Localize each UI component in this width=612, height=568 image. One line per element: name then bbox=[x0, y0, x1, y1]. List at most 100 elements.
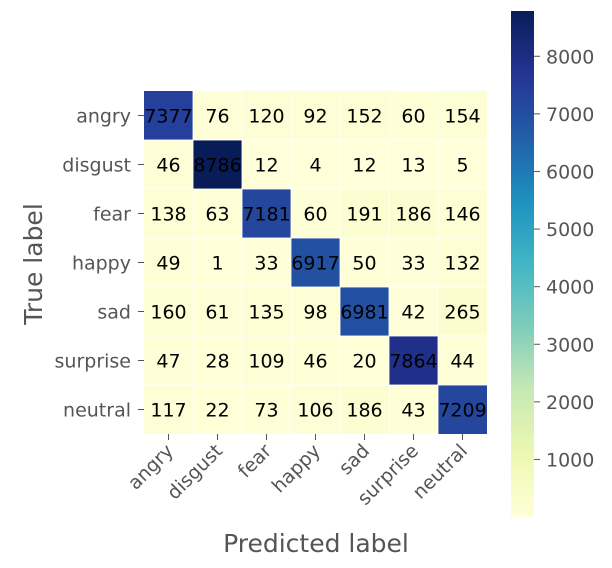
cell-value-label: 7209 bbox=[438, 400, 486, 422]
cell-value-label: 46 bbox=[303, 351, 327, 373]
colorbar-tick-label: 3000 bbox=[546, 334, 594, 356]
colorbar-tick-label: 6000 bbox=[546, 161, 594, 183]
y-tick-label: happy bbox=[72, 253, 131, 275]
matrix-cell bbox=[193, 336, 242, 385]
matrix-cell bbox=[389, 238, 438, 287]
y-tick-label: neutral bbox=[63, 400, 131, 422]
cell-value-label: 73 bbox=[254, 400, 278, 422]
matrix-cell bbox=[144, 140, 193, 189]
cell-value-label: 60 bbox=[401, 106, 425, 128]
y-tick-label: angry bbox=[76, 106, 131, 128]
matrix-grid bbox=[144, 91, 487, 434]
cell-value-label: 117 bbox=[150, 400, 186, 422]
cell-value-label: 191 bbox=[346, 204, 382, 226]
cell-value-label: 13 bbox=[401, 155, 425, 177]
cell-value-label: 46 bbox=[156, 155, 180, 177]
cell-value-label: 33 bbox=[254, 253, 278, 275]
matrix-cell bbox=[438, 385, 487, 434]
matrix-cell bbox=[438, 287, 487, 336]
matrix-cell bbox=[242, 238, 291, 287]
cell-value-label: 42 bbox=[401, 302, 425, 324]
cell-value-label: 7377 bbox=[144, 106, 192, 128]
cell-value-label: 6981 bbox=[340, 302, 388, 324]
cell-value-label: 152 bbox=[346, 106, 382, 128]
cell-value-label: 61 bbox=[205, 302, 229, 324]
x-axis-title: Predicted label bbox=[223, 529, 409, 558]
cell-value-label: 28 bbox=[205, 351, 229, 373]
cell-value-label: 5 bbox=[456, 155, 468, 177]
matrix-cell bbox=[340, 287, 389, 336]
matrix-cell bbox=[242, 385, 291, 434]
y-tick-label: disgust bbox=[62, 155, 131, 177]
cell-value-label: 120 bbox=[248, 106, 284, 128]
cell-value-label: 160 bbox=[150, 302, 186, 324]
colorbar-tick-label: 1000 bbox=[546, 449, 594, 471]
x-tick-label: sad bbox=[335, 440, 374, 479]
y-tick-label: sad bbox=[97, 302, 131, 324]
matrix-cell bbox=[389, 91, 438, 140]
cell-value-label: 106 bbox=[297, 400, 333, 422]
cell-value-label: 22 bbox=[205, 400, 229, 422]
y-axis-title: True label bbox=[19, 203, 48, 326]
matrix-cell bbox=[389, 336, 438, 385]
y-tick-label: surprise bbox=[55, 351, 132, 373]
matrix-cell bbox=[340, 238, 389, 287]
cell-value-label: 1 bbox=[211, 253, 223, 275]
cell-value-label: 33 bbox=[401, 253, 425, 275]
matrix-cell bbox=[242, 336, 291, 385]
matrix-cell bbox=[438, 336, 487, 385]
matrix-cell bbox=[389, 385, 438, 434]
x-tick-label: disgust bbox=[163, 440, 227, 504]
cell-value-label: 50 bbox=[352, 253, 376, 275]
matrix-cell bbox=[144, 91, 193, 140]
colorbar-gradient bbox=[511, 11, 534, 517]
cell-value-label: 76 bbox=[205, 106, 229, 128]
cell-value-label: 132 bbox=[444, 253, 480, 275]
cell-value-label: 20 bbox=[352, 351, 376, 373]
matrix-cell bbox=[438, 91, 487, 140]
cell-value-label: 49 bbox=[156, 253, 180, 275]
matrix-cell bbox=[340, 385, 389, 434]
cell-value-label: 7181 bbox=[242, 204, 290, 226]
matrix-cell bbox=[144, 287, 193, 336]
matrix-cell bbox=[291, 238, 340, 287]
cell-value-label: 186 bbox=[395, 204, 431, 226]
matrix-cell bbox=[242, 189, 291, 238]
matrix-cell bbox=[193, 189, 242, 238]
cell-value-label: 12 bbox=[254, 155, 278, 177]
cell-value-label: 12 bbox=[352, 155, 376, 177]
matrix-cell bbox=[438, 189, 487, 238]
colorbar-tick-label: 7000 bbox=[546, 104, 594, 126]
matrix-cell bbox=[193, 91, 242, 140]
matrix-cell bbox=[291, 189, 340, 238]
cell-value-label: 98 bbox=[303, 302, 327, 324]
cell-value-label: 44 bbox=[450, 351, 474, 373]
colorbar-tick-label: 8000 bbox=[546, 46, 594, 68]
cell-value-label: 154 bbox=[444, 106, 480, 128]
matrix-cell bbox=[340, 91, 389, 140]
cell-value-label: 6917 bbox=[291, 253, 339, 275]
matrix-cell bbox=[389, 287, 438, 336]
matrix-cell bbox=[438, 140, 487, 189]
matrix-cell bbox=[340, 140, 389, 189]
matrix-cell bbox=[144, 189, 193, 238]
cell-value-label: 135 bbox=[248, 302, 284, 324]
matrix-cell bbox=[242, 91, 291, 140]
colorbar-tick-label: 4000 bbox=[546, 277, 594, 299]
cell-value-label: 92 bbox=[303, 106, 327, 128]
matrix-cell bbox=[340, 189, 389, 238]
cell-value-label: 4 bbox=[309, 155, 321, 177]
matrix-cell bbox=[291, 287, 340, 336]
x-tick-label: neutral bbox=[408, 440, 472, 504]
cell-value-label: 7864 bbox=[389, 351, 437, 373]
matrix-cell bbox=[242, 287, 291, 336]
cell-value-label: 63 bbox=[205, 204, 229, 226]
cell-value-label: 8786 bbox=[193, 155, 241, 177]
x-tick-label: fear bbox=[234, 440, 276, 482]
matrix-cell bbox=[144, 385, 193, 434]
y-axis-ticks: angry disgust fear happy sad surprise neutral bbox=[55, 106, 144, 422]
matrix-cell bbox=[438, 238, 487, 287]
